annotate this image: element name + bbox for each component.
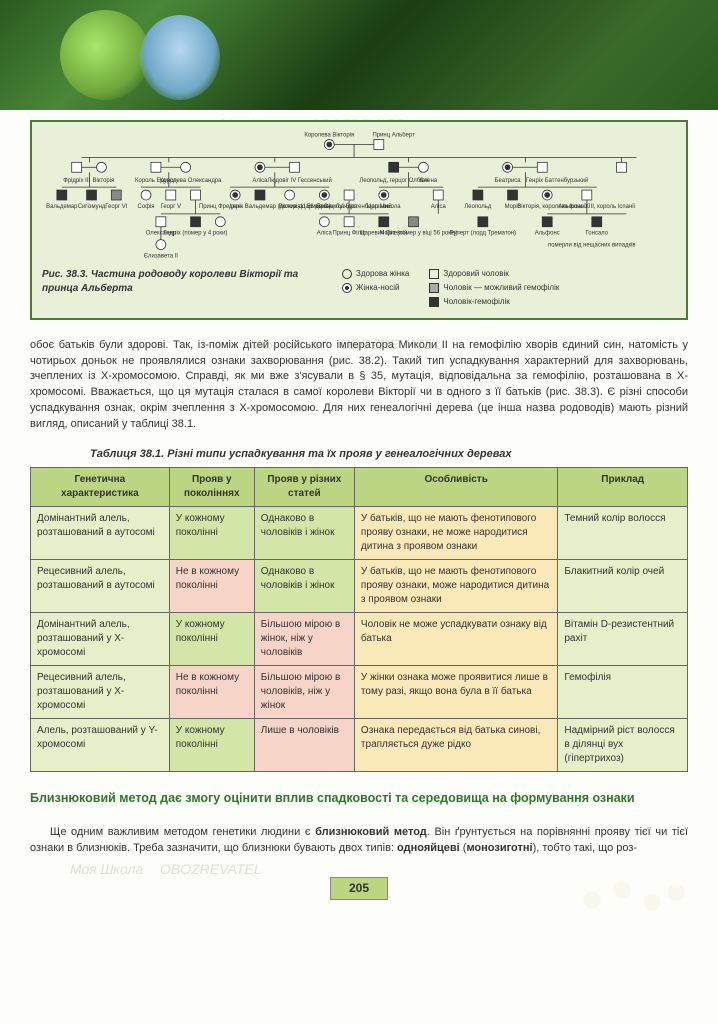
table-cell: Алель, розташований у Y-хромосомі (31, 718, 170, 771)
table-row: Домінантний алель, розташований у X-хром… (31, 612, 688, 665)
svg-text:Сигізмунд: Сигізмунд (78, 204, 106, 210)
table-cell: У жінки ознака може проявитися лише в то… (354, 665, 557, 718)
svg-text:Вікторія: Вікторія (93, 178, 115, 184)
svg-text:Генріх (помер у 4 роки): Генріх (помер у 4 роки) (164, 231, 228, 237)
svg-text:Вікторія: Вікторія (279, 204, 301, 210)
table-cell: Однаково в чоловіків і жінок (254, 559, 354, 612)
legend-label: Чоловік-гемофілік (443, 296, 509, 307)
svg-text:Єлизавета II: Єлизавета II (144, 253, 179, 259)
svg-text:Єлена: Єлена (420, 178, 438, 184)
body-paragraph-2: Ще одним важливим методом генетики людин… (30, 825, 688, 857)
legend: Здорова жінка Жінка-носій Здоровий чолов… (342, 268, 559, 308)
hero-banner (0, 0, 718, 110)
legend-label: Жінка-носій (356, 282, 399, 293)
svg-text:Георг VI: Георг VI (105, 204, 127, 210)
table-cell: У кожному поколінні (169, 718, 254, 771)
genetics-table: Генетична характеристика Прояв у поколін… (30, 467, 688, 772)
svg-text:Людовіг IV Гессенський: Людовіг IV Гессенський (267, 177, 331, 184)
svg-text:Принц Альберт: Принц Альберт (373, 133, 416, 139)
svg-text:Леопольд: Леопольд (464, 204, 491, 210)
table-cell: Не в кожному поколінні (169, 665, 254, 718)
svg-text:Георг V: Георг V (161, 204, 182, 210)
table-row: Алель, розташований у Y-хромосоміУ кожно… (31, 718, 688, 771)
pedigree-svg: Королева Вікторія Принц Альберт Фрідріх … (42, 132, 676, 262)
svg-text:Королева Олександра: Королева Олександра (160, 178, 222, 184)
table-cell: Блакитний колір очей (558, 559, 688, 612)
pedigree-figure: Королева Вікторія Принц Альберт Фрідріх … (30, 120, 688, 320)
table-header: Генетична характеристика (31, 467, 170, 506)
section-title: Близнюковий метод дає змогу оцінити впли… (30, 790, 688, 808)
svg-text:Софія: Софія (138, 204, 155, 210)
table-cell: Гемофілія (558, 665, 688, 718)
table-header: Прояв у поколіннях (169, 467, 254, 506)
page-number-wrap: 205 (30, 877, 688, 900)
svg-text:померли від нещасних випадків: померли від нещасних випадків (548, 243, 635, 249)
table-cell: Вітамін D-резистентний рахіт (558, 612, 688, 665)
table-cell: У кожному поколінні (169, 612, 254, 665)
table-cell: Ознака передається від батька синові, тр… (354, 718, 557, 771)
table-header: Приклад (558, 467, 688, 506)
svg-text:Вальдемар: Вальдемар (46, 204, 78, 210)
table-cell: Рецесивний алель, розташований у X-хромо… (31, 665, 170, 718)
table-header: Прояв у різних статей (254, 467, 354, 506)
table-header: Особливість (354, 467, 557, 506)
svg-text:Леопольд, герцог Олбані: Леопольд, герцог Олбані (359, 178, 427, 184)
legend-label: Чоловік — можливий гемофілік (443, 282, 559, 293)
legend-label: Здорова жінка (356, 268, 409, 279)
legend-label: Здоровий чоловік (443, 268, 508, 279)
svg-text:Фрідріх III: Фрідріх III (63, 178, 90, 184)
svg-text:Королева Вікторія: Королева Вікторія (304, 133, 354, 139)
svg-text:Альфонс: Альфонс (535, 231, 560, 237)
table-cell: Домінантний алель, розташований в аутосо… (31, 506, 170, 559)
svg-text:Альфонс XIII, король Іспанії: Альфонс XIII, король Іспанії (558, 204, 635, 210)
table-cell: Чоловік не може успадкувати ознаку від б… (354, 612, 557, 665)
table-cell: У батьків, що не мають фенотипового проя… (354, 559, 557, 612)
table-cell: Лише в чоловіків (254, 718, 354, 771)
table-caption: Таблиця 38.1. Різні типи успадкування та… (90, 447, 688, 462)
table-row: Домінантний алель, розташований в аутосо… (31, 506, 688, 559)
svg-text:Аліса: Аліса (252, 178, 268, 184)
svg-text:Аліса: Аліса (317, 231, 333, 237)
table-cell: Рецесивний алель, розташований в аутосом… (31, 559, 170, 612)
table-row: Рецесивний алель, розташований в аутосом… (31, 559, 688, 612)
body-paragraph-1: обоє батьків були здорові. Так, із-поміж… (30, 338, 688, 434)
table-cell: У кожному поколінні (169, 506, 254, 559)
page-content: Моя Школа OBOZREVATEL (0, 110, 718, 920)
table-cell: Надмірний ріст волосся в ділянці вух (гі… (558, 718, 688, 771)
svg-text:Генріх Баттенбурзький: Генріх Баттенбурзький (526, 177, 588, 184)
table-cell: Не в кожному поколінні (169, 559, 254, 612)
svg-text:Беатриса: Беатриса (495, 178, 522, 184)
svg-text:Моріс (помер у віці 56 років): Моріс (помер у віці 56 років) (380, 231, 458, 237)
table-cell: Темний колір волосся (558, 506, 688, 559)
table-cell: Домінантний алель, розташований у X-хром… (31, 612, 170, 665)
svg-text:Цар Микола: Цар Микола (367, 204, 401, 210)
svg-text:Руперт (лорд Трематон): Руперт (лорд Трематон) (450, 231, 516, 237)
table-cell: У батьків, що не мають фенотипового проя… (354, 506, 557, 559)
page-number: 205 (330, 877, 388, 900)
svg-text:Гонсало: Гонсало (585, 231, 608, 237)
svg-text:Аліса: Аліса (431, 204, 447, 210)
table-row: Рецесивний алель, розташований у X-хромо… (31, 665, 688, 718)
figure-caption: Рис. 38.3. Частина родоводу королеви Вік… (42, 268, 302, 296)
table-cell: Більшою мірою в чоловіків, ніж у жінок (254, 665, 354, 718)
table-cell: Однаково в чоловіків і жінок (254, 506, 354, 559)
table-cell: Більшою мірою в жінок, ніж у чоловіків (254, 612, 354, 665)
